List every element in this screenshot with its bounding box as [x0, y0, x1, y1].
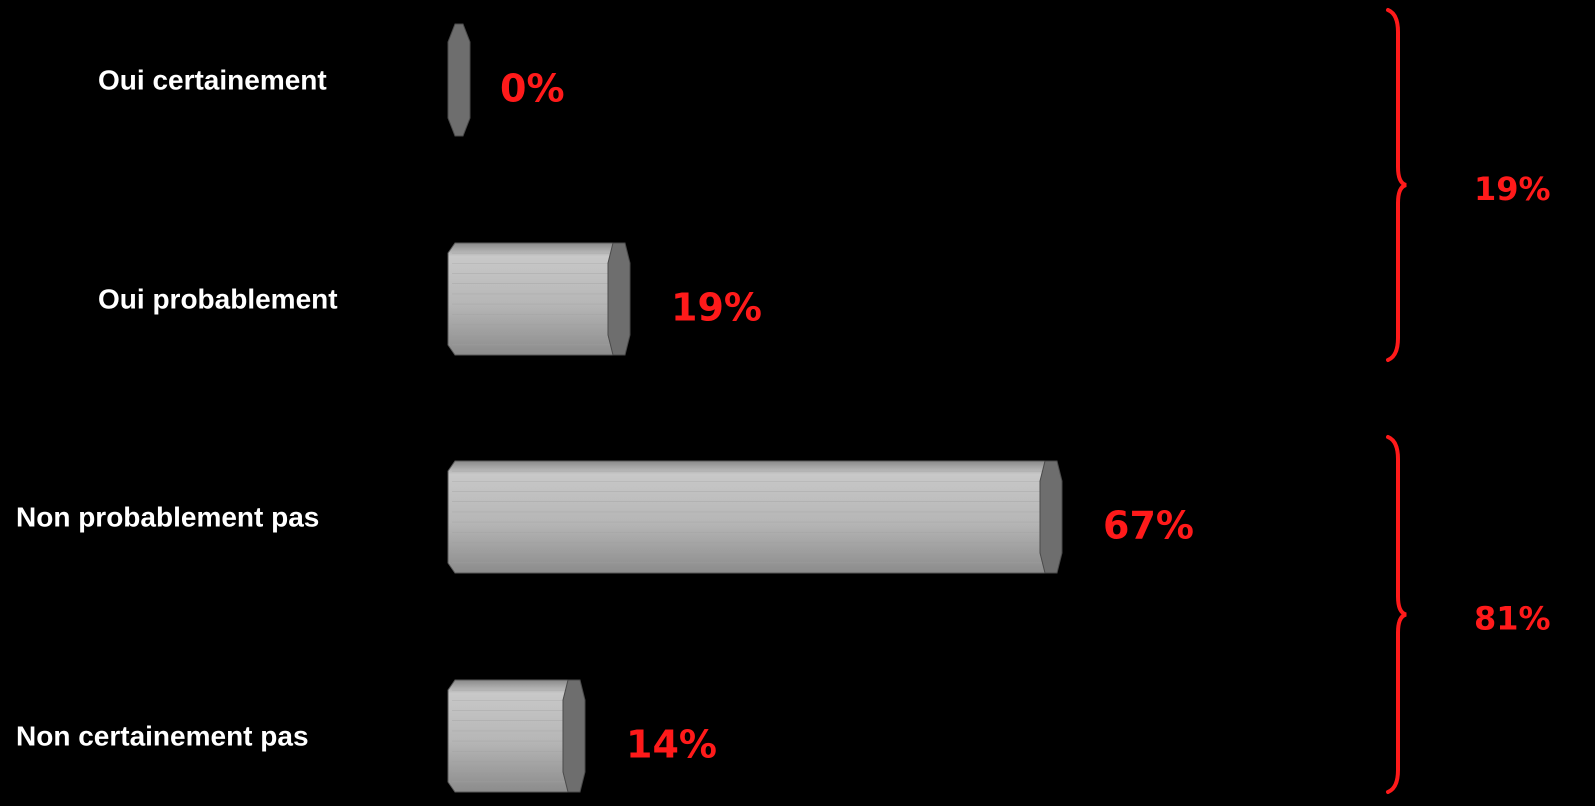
bar-cap-non-certainement-pas	[562, 679, 586, 793]
brace-shape	[1386, 435, 1407, 794]
category-label-oui-certainement: Oui certainement	[98, 64, 327, 95]
bar-oui-probablement	[447, 242, 631, 356]
bar-body-non-probablement-pas	[447, 460, 1046, 574]
group-total-label-2: 81%	[1474, 600, 1551, 638]
group-bracket-1: 19%	[1386, 8, 1551, 362]
bar-body-oui-probablement	[447, 242, 614, 356]
group-brackets-layer: 19% 81%	[1386, 8, 1551, 794]
bar-cap-oui-probablement	[607, 242, 631, 356]
brace-shape	[1386, 8, 1407, 362]
bar-oui-certainement	[447, 23, 471, 137]
group-bracket-2: 81%	[1386, 435, 1551, 794]
category-label-oui-probablement: Oui probablement	[98, 283, 338, 314]
value-label-non-probablement-pas: 67%	[1103, 504, 1194, 548]
category-label-non-probablement-pas: Non probablement pas	[16, 501, 319, 532]
bar-cap-non-probablement-pas	[1039, 460, 1063, 574]
bar-non-probablement-pas	[447, 460, 1063, 574]
bar-non-certainement-pas	[447, 679, 586, 793]
value-label-oui-certainement: 0%	[500, 67, 565, 111]
group-total-label-1: 19%	[1474, 170, 1551, 208]
labels-layer: Oui certainement 0% Oui probablement 19% Non…	[16, 64, 1194, 766]
bar-cap-oui-certainement	[447, 23, 471, 137]
value-label-oui-probablement: 19%	[671, 286, 762, 330]
bars-layer	[447, 23, 1063, 793]
value-label-non-certainement-pas: 14%	[626, 723, 717, 767]
category-label-non-certainement-pas: Non certainement pas	[16, 720, 309, 751]
bar-body-non-certainement-pas	[447, 679, 569, 793]
